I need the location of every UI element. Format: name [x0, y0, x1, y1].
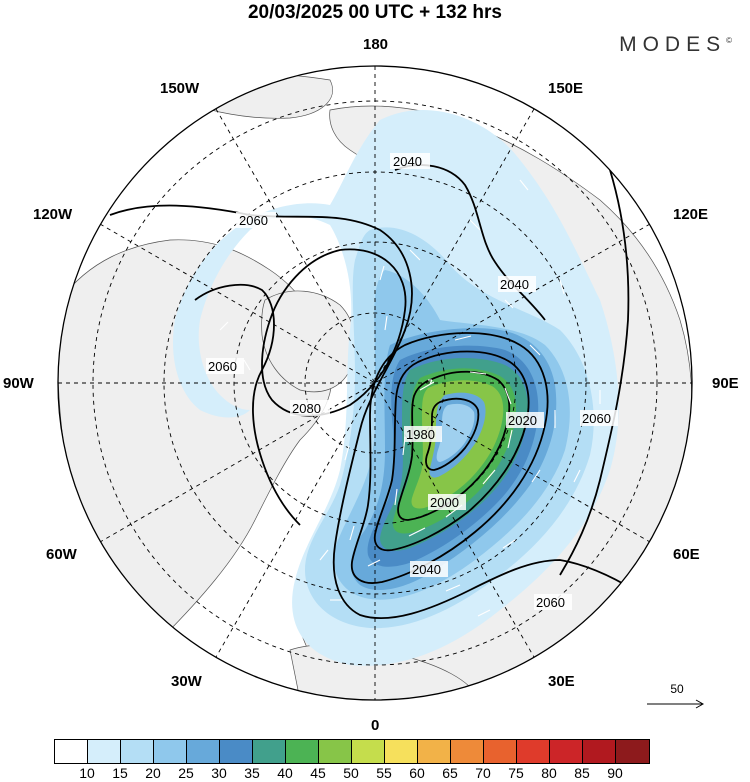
- lon-label-180: 180: [363, 36, 389, 53]
- colorbar-swatch: [319, 740, 352, 763]
- lon-label-0: 0: [371, 717, 380, 734]
- colorbar-swatch: [121, 740, 154, 763]
- colorbar-tick-label: 60: [409, 765, 425, 781]
- colorbar-swatch: [550, 740, 583, 763]
- contour-label: 2060: [582, 411, 611, 426]
- lon-label-90w: 90W: [3, 375, 34, 392]
- colorbar-tick-label: 10: [79, 765, 95, 781]
- colorbar-tick-label: 40: [277, 765, 293, 781]
- wind-vectors: [219, 179, 601, 617]
- contour-label-group: 2040 2060 2040 2060 2080 1980 2020 2000 …: [206, 153, 618, 610]
- lon-label-30w: 30W: [171, 673, 202, 690]
- lon-label-150e: 150E: [548, 80, 584, 97]
- colorbar-swatch: [253, 740, 286, 763]
- colorbar-swatch: [220, 740, 253, 763]
- meridians: [58, 66, 692, 700]
- contour-label: 2040: [412, 562, 441, 577]
- contour-label: 2060: [536, 595, 565, 610]
- colorbar-tick-label: 90: [607, 765, 623, 781]
- colorbar-tick-label: 45: [310, 765, 326, 781]
- colorbar-swatch: [451, 740, 484, 763]
- colorbar-swatch: [418, 740, 451, 763]
- colorbar-tick-label: 30: [211, 765, 227, 781]
- contour-label: 2060: [208, 359, 237, 374]
- colorbar-tick-label: 85: [574, 765, 590, 781]
- colorbar-swatch: [484, 740, 517, 763]
- colorbar-tick-label: 35: [244, 765, 260, 781]
- colorbar-swatch: [286, 740, 319, 763]
- lon-label-60w: 60W: [46, 546, 77, 563]
- reference-vector-arrow: [647, 699, 705, 709]
- lon-label-150w: 150W: [160, 80, 200, 97]
- map-title: 20/03/2025 00 UTC + 132 hrs: [247, 2, 503, 23]
- map-border: [57, 65, 693, 701]
- colorbar-tick-label: 25: [178, 765, 194, 781]
- contour-label: 2000: [430, 495, 459, 510]
- colorbar-tick-label: 80: [541, 765, 557, 781]
- colorbar-swatch: [385, 740, 418, 763]
- brand-logo: MODES©: [619, 33, 732, 56]
- colorbar-swatch: [154, 740, 187, 763]
- contour-label: 2040: [393, 154, 422, 169]
- colorbar-swatch: [583, 740, 616, 763]
- contour-label: 1980: [406, 427, 435, 442]
- colorbar-swatch: [352, 740, 385, 763]
- colorbar-tick-label: 15: [112, 765, 128, 781]
- colorbar-swatch: [517, 740, 550, 763]
- colorbar-tick-label: 65: [442, 765, 458, 781]
- colorbar-tick-label: 55: [376, 765, 392, 781]
- colorbar-swatch: [88, 740, 121, 763]
- colorbar-tick-label: 70: [475, 765, 491, 781]
- colorbar-tick-label: 75: [508, 765, 524, 781]
- colorbar-tick-label: 50: [343, 765, 359, 781]
- contour-label: 2060: [239, 213, 268, 228]
- colorbar-tick-label: 20: [145, 765, 161, 781]
- colorbar: [54, 739, 650, 764]
- colorbar-swatch: [187, 740, 220, 763]
- lon-label-120e: 120E: [673, 206, 709, 223]
- lon-label-120w: 120W: [33, 206, 73, 223]
- contour-label: 2020: [508, 413, 537, 428]
- height-contours: [109, 164, 651, 619]
- colorbar-swatch: [55, 740, 88, 763]
- colorbar-swatch: [616, 740, 649, 763]
- lon-label-60e: 60E: [673, 546, 700, 563]
- lon-label-30e: 30E: [548, 673, 575, 690]
- lon-label-90e: 90E: [712, 375, 739, 392]
- contour-label: 2040: [500, 277, 529, 292]
- reference-vector-value: 50: [670, 682, 684, 696]
- contour-label: 2080: [292, 401, 321, 416]
